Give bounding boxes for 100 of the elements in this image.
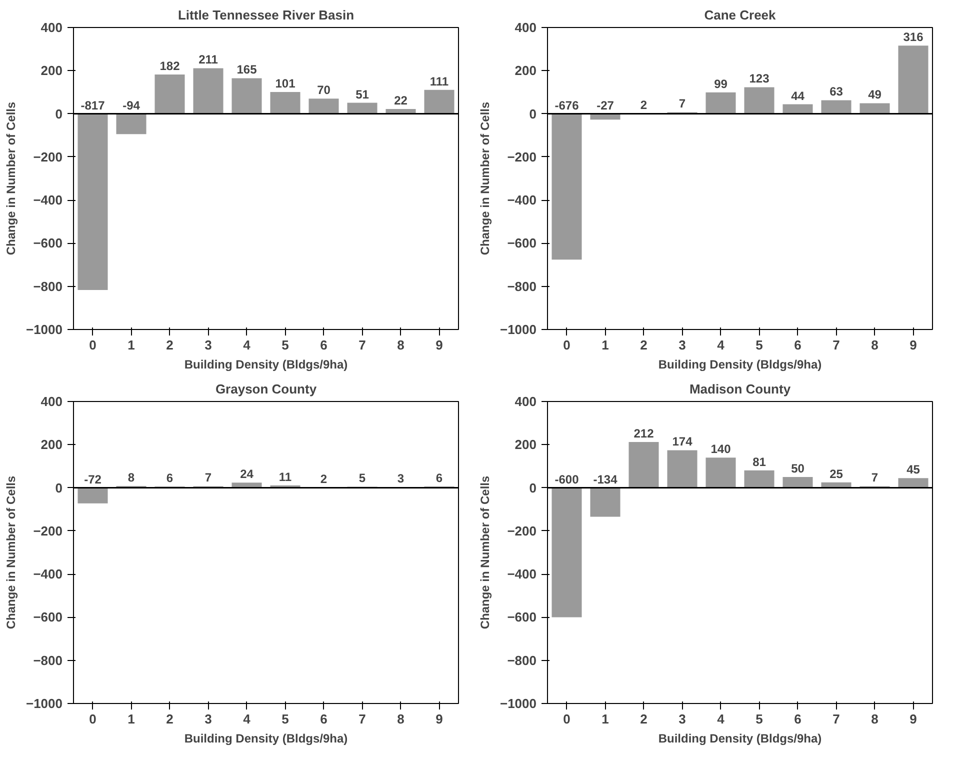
x-tick-label: 9 (436, 338, 443, 352)
data-label: -676 (554, 98, 580, 112)
y-tick-label: −1000 (500, 696, 537, 711)
data-label: 7 (871, 470, 878, 485)
data-label: 70 (317, 83, 331, 98)
data-label: -72 (84, 472, 102, 486)
data-label: 5 (358, 471, 366, 486)
y-tick-label: 0 (55, 106, 63, 122)
x-tick-label: 0 (563, 712, 570, 726)
data-label: 212 (634, 426, 654, 441)
x-tick-label: 3 (678, 338, 686, 352)
x-tick-label: 9 (436, 712, 443, 726)
y-tick-label: −600 (33, 236, 63, 251)
x-axis-title: Building Density (Bldgs/9ha) (658, 732, 822, 746)
data-label: 6 (436, 470, 443, 485)
y-tick-label: −400 (33, 192, 63, 208)
data-label: 111 (430, 74, 449, 88)
y-tick-label: 400 (40, 20, 63, 35)
y-tick-label: −600 (507, 610, 537, 625)
x-tick-label: 7 (358, 338, 366, 352)
data-label: 24 (240, 467, 254, 482)
y-axis-title: Change in Number of Cells (478, 476, 492, 630)
x-tick-label: 4 (243, 338, 252, 352)
data-label: 6 (166, 470, 174, 485)
y-tick-label: 0 (55, 480, 63, 496)
x-tick-label: 7 (832, 712, 840, 726)
y-tick-label: −800 (33, 278, 63, 294)
y-tick-label: −200 (507, 149, 537, 164)
x-tick-label: 6 (794, 712, 802, 726)
x-tick-label: 0 (89, 712, 96, 726)
x-tick-label: 3 (204, 338, 212, 352)
x-tick-label: 2 (640, 338, 648, 352)
y-tick-label: 200 (514, 437, 537, 452)
data-label: -134 (593, 472, 618, 486)
data-label: 174 (672, 434, 693, 449)
x-tick-label: 9 (910, 712, 917, 726)
data-label: 63 (830, 84, 844, 99)
y-axis-title: Change in Number of Cells (4, 476, 18, 630)
x-tick-label: 4 (717, 338, 726, 352)
data-label: -94 (122, 98, 140, 112)
chart-title: Grayson County (215, 382, 318, 396)
x-tick-label: 5 (282, 338, 289, 352)
y-tick-label: −400 (33, 566, 63, 582)
x-tick-label: 1 (128, 338, 135, 352)
data-label: 7 (678, 96, 686, 111)
data-label: -600 (554, 472, 580, 486)
y-tick-label: −400 (507, 566, 537, 582)
y-axis-title: Change in Number of Cells (478, 102, 492, 256)
x-tick-label: 4 (717, 712, 726, 726)
data-label: 45 (906, 462, 920, 477)
x-tick-label: 0 (563, 338, 570, 352)
y-tick-label: 400 (40, 394, 63, 409)
x-tick-label: 4 (243, 712, 252, 726)
data-label: 99 (714, 76, 728, 91)
x-axis-title: Building Density (Bldgs/9ha) (184, 358, 348, 372)
y-tick-label: −1000 (26, 322, 63, 337)
x-tick-label: 8 (871, 338, 878, 352)
data-label: 50 (791, 461, 805, 476)
data-label: 182 (160, 58, 180, 73)
data-label: 123 (749, 72, 770, 86)
y-tick-label: −200 (507, 523, 537, 538)
x-tick-label: 1 (602, 712, 609, 726)
data-label: 140 (710, 442, 732, 456)
x-tick-label: 1 (128, 712, 135, 726)
y-tick-label: −1000 (500, 322, 537, 337)
data-label: 22 (394, 94, 408, 108)
data-label: 3 (397, 472, 404, 486)
data-label: 211 (198, 52, 218, 67)
y-tick-label: −800 (507, 278, 537, 294)
y-tick-label: −600 (33, 610, 63, 625)
x-tick-label: 2 (640, 712, 648, 726)
y-tick-label: 0 (529, 480, 537, 496)
data-label: 44 (791, 88, 805, 103)
y-tick-label: 0 (529, 106, 537, 122)
data-label: -27 (596, 98, 614, 112)
x-tick-label: 6 (320, 712, 328, 726)
y-tick-label: 400 (514, 394, 537, 409)
x-tick-label: 2 (166, 338, 174, 352)
y-tick-label: 200 (40, 63, 63, 78)
y-axis-title: Change in Number of Cells (4, 102, 18, 256)
x-tick-label: 7 (832, 338, 840, 352)
x-tick-label: 8 (397, 338, 404, 352)
y-tick-label: −800 (507, 652, 537, 668)
y-tick-label: −200 (33, 523, 63, 538)
x-tick-label: 7 (358, 712, 366, 726)
chart-title: Little Tennessee River Basin (178, 8, 354, 22)
data-label: 165 (236, 62, 258, 77)
chart-title: Cane Creek (704, 8, 777, 22)
x-tick-label: 3 (678, 712, 686, 726)
y-tick-label: 200 (40, 437, 63, 452)
y-tick-label: 400 (514, 20, 537, 35)
x-axis-title: Building Density (Bldgs/9ha) (184, 732, 348, 746)
x-tick-label: 1 (602, 338, 609, 352)
x-tick-label: 0 (89, 338, 96, 352)
data-label: 11 (278, 470, 292, 484)
x-tick-label: 2 (166, 712, 174, 726)
x-axis-title: Building Density (Bldgs/9ha) (658, 358, 822, 372)
data-label: 316 (903, 30, 924, 44)
x-tick-label: 5 (282, 712, 289, 726)
data-label: 25 (830, 466, 844, 481)
